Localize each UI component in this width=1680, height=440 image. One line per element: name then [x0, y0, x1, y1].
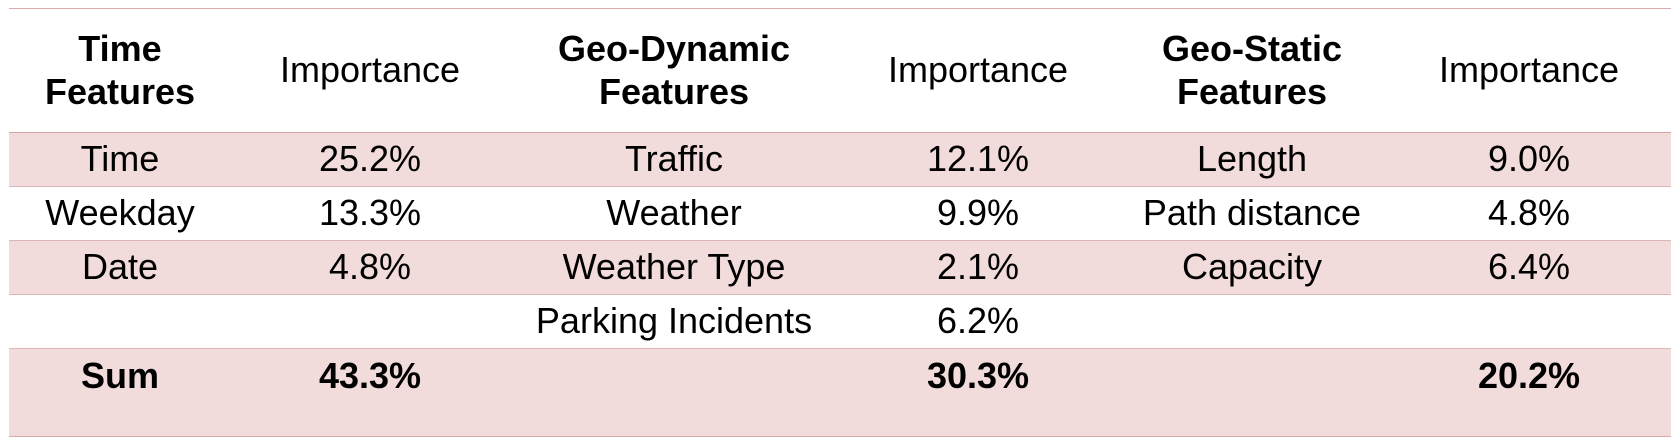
- table-cell: 25.2%: [318, 138, 422, 180]
- sum-geo-static-importance: 20.2%: [1477, 355, 1581, 396]
- feature-importance-table: Time Features Importance Geo-Dynamic Fea…: [9, 8, 1671, 437]
- header-geo-dynamic-importance: Importance: [887, 49, 1069, 91]
- table-row: Date 4.8% Weather Type 2.1% Capacity 6.4…: [9, 241, 1671, 295]
- table-cell: 6.2%: [936, 300, 1020, 342]
- table-cell: Weekday: [45, 192, 195, 234]
- table-cell: 13.3%: [318, 192, 422, 234]
- table-cell: 4.8%: [328, 246, 412, 288]
- table-cell: 9.0%: [1487, 138, 1571, 180]
- table-cell: 9.9%: [936, 192, 1020, 234]
- table-cell: Length: [1196, 138, 1308, 180]
- header-geo-static-features: Geo-Static Features: [1161, 28, 1343, 112]
- table-cell: [1387, 295, 1671, 348]
- table-cell: Weather: [606, 192, 742, 234]
- header-geo-static-importance: Importance: [1438, 49, 1620, 91]
- table-cell: 4.8%: [1487, 192, 1571, 234]
- table-cell: [509, 349, 839, 436]
- sum-label: Sum: [80, 355, 159, 396]
- table-cell: 2.1%: [936, 246, 1020, 288]
- table-row: Parking Incidents 6.2%: [9, 295, 1671, 349]
- table-cell: [1117, 295, 1387, 348]
- table-row: Time 25.2% Traffic 12.1% Length 9.0%: [9, 133, 1671, 187]
- sum-row: Sum 43.3% 30.3% 20.2%: [9, 349, 1671, 436]
- table-cell: 12.1%: [926, 138, 1030, 180]
- header-geo-dynamic-features: Geo-Dynamic Features: [557, 28, 791, 112]
- table-cell: Parking Incidents: [535, 300, 813, 342]
- table-header-row: Time Features Importance Geo-Dynamic Fea…: [9, 9, 1671, 133]
- sum-time-importance: 43.3%: [318, 355, 422, 396]
- header-time-features: Time Features: [44, 28, 196, 112]
- table-cell: [1117, 349, 1387, 436]
- table-cell: Weather Type: [562, 246, 786, 288]
- table-cell: Traffic: [624, 138, 723, 180]
- header-time-importance: Importance: [279, 49, 461, 91]
- table-cell: [231, 295, 509, 348]
- table-cell: Capacity: [1181, 246, 1323, 288]
- table-row: Weekday 13.3% Weather 9.9% Path distance…: [9, 187, 1671, 241]
- table-cell: Time: [80, 138, 160, 180]
- sum-geo-dynamic-importance: 30.3%: [926, 355, 1030, 396]
- table-cell: [9, 295, 231, 348]
- table-cell: 6.4%: [1487, 246, 1571, 288]
- table-cell: Path distance: [1142, 192, 1362, 234]
- table-cell: Date: [81, 246, 159, 288]
